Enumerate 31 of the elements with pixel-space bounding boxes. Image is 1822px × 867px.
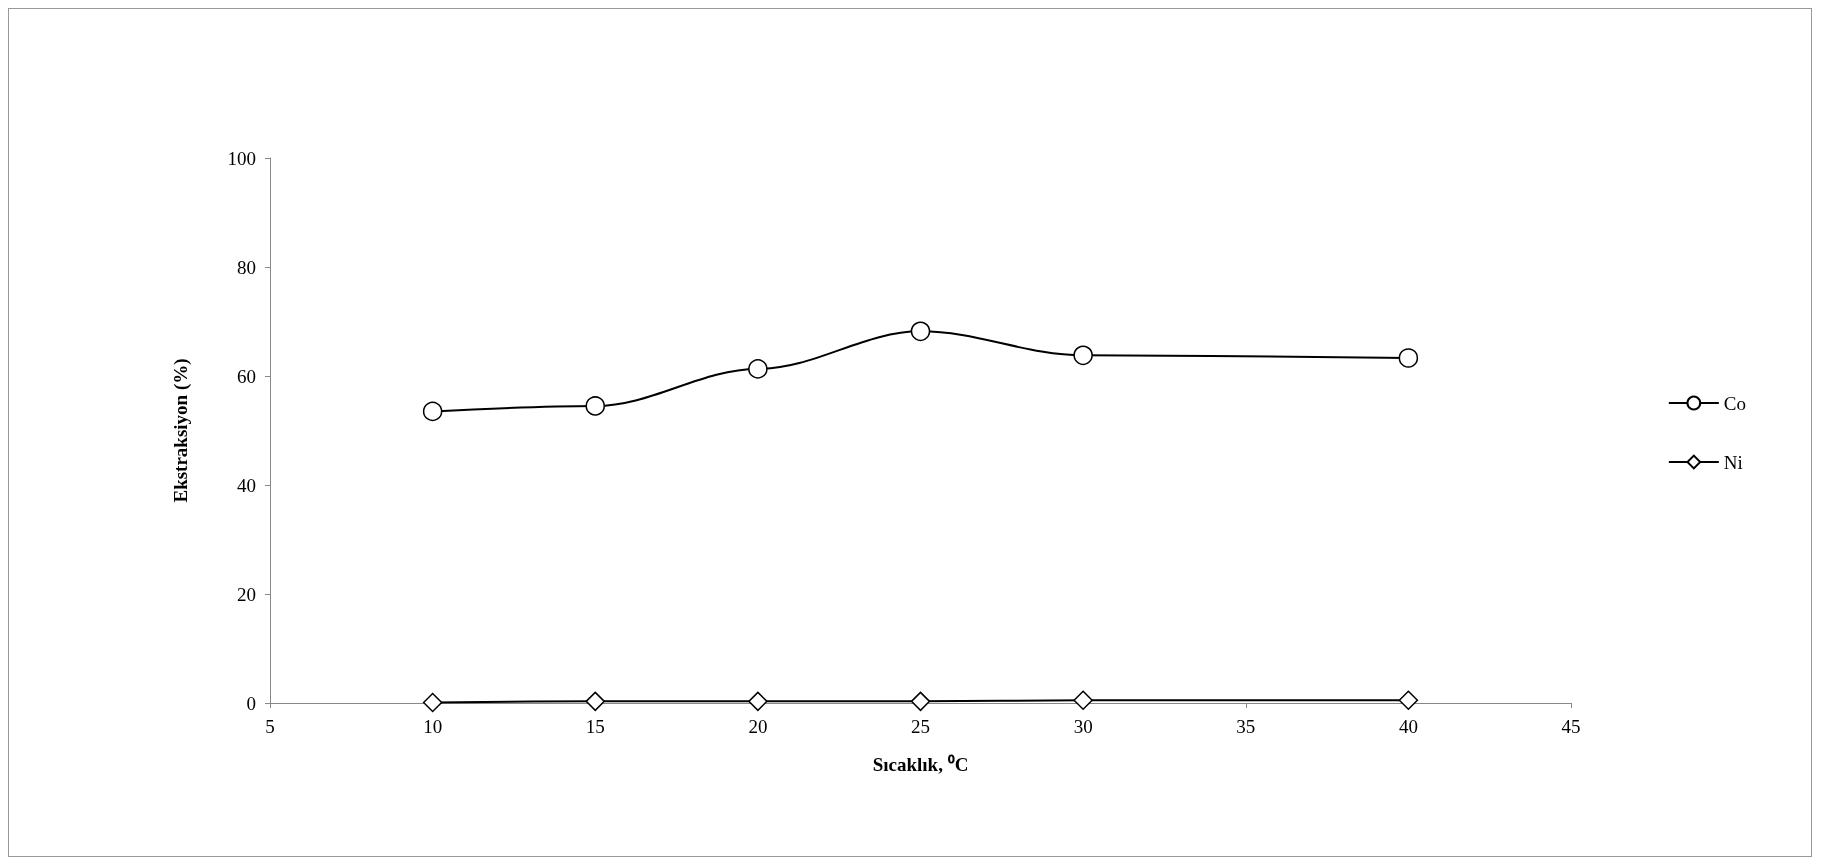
point (1073, 690, 1093, 711)
x-tick-label: 15 (585, 716, 605, 737)
x-tick-label: 10 (423, 716, 443, 737)
point (1398, 348, 1419, 368)
point (422, 692, 443, 713)
point (422, 401, 443, 422)
x-tick-label: 30 (1073, 716, 1093, 737)
point (1073, 345, 1093, 366)
x-tick-label: 5 (265, 716, 275, 737)
y-tick-label: 40 (237, 474, 256, 496)
y-tick-label: 20 (237, 583, 256, 605)
point (748, 359, 768, 379)
point (910, 691, 931, 712)
x-tick-label: 45 (1561, 716, 1581, 737)
point (1398, 690, 1419, 711)
x-tick-label: 40 (1398, 716, 1418, 737)
y-tick-label: 80 (237, 256, 256, 278)
y-axis-title: Ekstraksiyon (%) (170, 358, 192, 503)
point (748, 691, 768, 712)
y-tick-label: 100 (227, 147, 256, 169)
legend-label: Ni (1723, 451, 1743, 473)
x-tick-label: 25 (911, 716, 930, 737)
x-axis-title: Sıcaklık, ⁰C (872, 754, 969, 775)
x-tick-label: 20 (748, 716, 768, 737)
point (585, 691, 605, 712)
x-tick-label: 35 (1236, 716, 1256, 737)
point (910, 321, 931, 342)
y-tick-label: 0 (246, 692, 256, 714)
legend-label: Co (1723, 392, 1747, 414)
point (585, 396, 605, 416)
y-tick-label: 60 (237, 365, 256, 387)
